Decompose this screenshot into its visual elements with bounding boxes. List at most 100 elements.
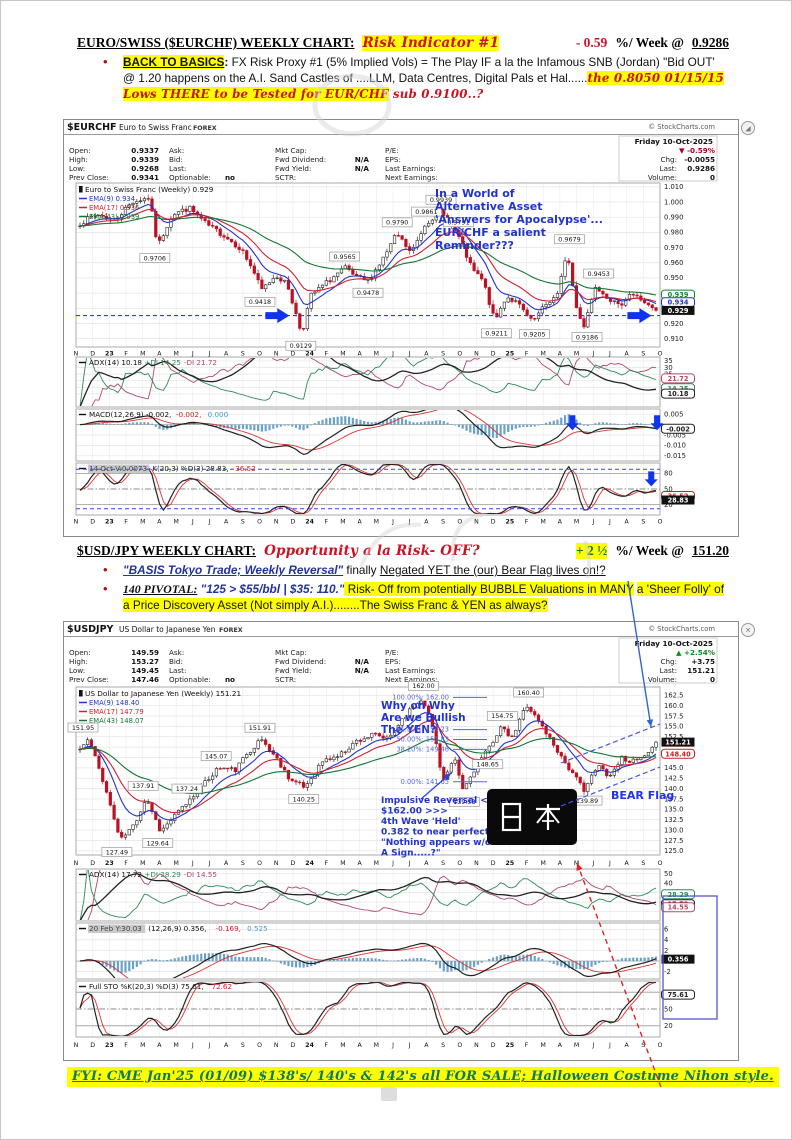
svg-text:24: 24 [305,351,314,358]
eurchf-bullet: • BACK TO BASICS: FX Risk Proxy #1 (5% I… [65,54,743,102]
svg-text:M: M [340,860,345,867]
svg-text:10.18: 10.18 [668,390,689,398]
svg-text:N/A: N/A [355,155,370,164]
svg-text:ADX(14) 10.18: ADX(14) 10.18 [89,358,142,367]
svg-text:0.9861: 0.9861 [415,208,437,216]
svg-text:Friday 10-Oct-2025: Friday 10-Oct-2025 [635,639,713,648]
svg-text:137.5: 137.5 [664,795,683,803]
svg-text:M: M [140,1042,145,1049]
svg-text:Open:: Open: [69,648,91,657]
svg-text:-0.0055: -0.0055 [684,155,715,164]
svg-text:M: M [574,1042,579,1049]
svg-text:✕: ✕ [745,627,751,635]
svg-text:0.00%: 141.65: 0.00%: 141.65 [401,778,449,786]
svg-text:J: J [408,1042,411,1049]
usdjpy-title: $USD/JPY WEEKLY CHART: [77,543,257,558]
svg-text:Prev Close:: Prev Close: [69,173,109,182]
svg-text:J: J [608,519,611,526]
svg-text:EMA(43) 148.07: EMA(43) 148.07 [89,717,144,725]
svg-text:N: N [274,860,279,867]
eurchf-bullet-body: FX Risk Proxy #1 (5% Implied Vols) = The… [123,55,715,85]
svg-text:A: A [424,519,429,526]
svg-text:-DI 14.55: -DI 14.55 [184,870,217,879]
svg-text:0.9286: 0.9286 [687,164,715,173]
svg-text:D: D [491,519,496,526]
svg-text:D: D [291,519,296,526]
svg-text:M: M [173,351,178,358]
svg-text:F: F [124,1042,128,1049]
svg-text:EPS:: EPS: [385,155,401,164]
svg-text:M: M [374,860,379,867]
svg-text:N: N [74,519,79,526]
svg-text:25: 25 [506,860,515,867]
svg-text:148.65: 148.65 [477,761,499,769]
svg-text:US Dollar to Japanese Yen (Wee: US Dollar to Japanese Yen (Weekly) 151.2… [85,689,241,698]
svg-text:In a World of: In a World of [435,187,515,200]
svg-text:M: M [173,1042,178,1049]
svg-text:0.9790: 0.9790 [386,219,408,227]
svg-text:Last:: Last: [169,666,186,675]
svg-text:D: D [90,519,95,526]
svg-text:Low:: Low: [69,164,85,173]
svg-text:J: J [408,351,411,358]
svg-text:0.9211: 0.9211 [485,330,507,338]
svg-text:D: D [491,1042,496,1049]
svg-text:A: A [157,351,162,358]
svg-text:24: 24 [305,860,314,867]
svg-text:'Answers for Apocalypse'...: 'Answers for Apocalypse'... [435,213,603,226]
svg-text:N: N [474,1042,479,1049]
svg-text:-DI 21.72: -DI 21.72 [184,358,217,367]
svg-text:-2: -2 [664,968,671,976]
svg-text:S: S [441,860,445,867]
svg-text:0.9478: 0.9478 [357,289,379,297]
eurchf-week-price: 0.9286 [691,35,729,50]
svg-text:N/A: N/A [355,657,370,666]
svg-text:O: O [457,519,462,526]
svg-text:S: S [441,351,445,358]
svg-text:D: D [291,351,296,358]
svg-text:-0.002,: -0.002, [176,410,201,419]
svg-text:EMA(9) 148.40: EMA(9) 148.40 [89,699,139,707]
svg-text:0.960: 0.960 [664,259,683,267]
svg-text:Next Earnings:: Next Earnings: [385,173,438,182]
svg-text:Low:: Low: [69,666,85,675]
pivotal-quote: "125 > $55/bbl | $35: 110." [197,582,345,596]
svg-text:0: 0 [710,675,715,684]
svg-text:0.9565: 0.9565 [333,253,355,261]
svg-text:J: J [191,351,194,358]
svg-text:100.00%: 162.00: 100.00%: 162.00 [392,693,449,701]
svg-text:154.75: 154.75 [491,712,513,720]
svg-text:Prev Close:: Prev Close: [69,675,109,684]
svg-text:FOREX: FOREX [193,125,217,132]
svg-text:J: J [608,1042,611,1049]
svg-text:SCTR:: SCTR: [275,173,296,182]
svg-text:P/E:: P/E: [385,146,399,155]
svg-text:M: M [140,860,145,867]
svg-text:25: 25 [506,351,515,358]
svg-text:0.9791: 0.9791 [447,219,469,227]
svg-text:Mkt Cap:: Mkt Cap: [275,146,307,155]
svg-text:139.89: 139.89 [576,797,598,805]
risk-indicator-label: Risk Indicator #1 [362,35,500,51]
svg-text:0.9268: 0.9268 [131,164,159,173]
usdjpy-bullet-2: • 140 PIVOTAL: "125 > $55/bbl | $35: 110… [65,581,743,613]
svg-text:35: 35 [664,357,673,365]
svg-text:F: F [124,860,128,867]
svg-text:Are we Bullish: Are we Bullish [381,712,466,724]
svg-text:145.07: 145.07 [205,752,227,760]
svg-text:50: 50 [664,485,673,493]
svg-text:23: 23 [105,860,114,867]
svg-text:14.55: 14.55 [668,904,689,912]
svg-text:23: 23 [105,351,114,358]
svg-text:A: A [625,351,630,358]
svg-text:24: 24 [305,1042,314,1049]
svg-text:0.005: 0.005 [664,411,683,419]
svg-text:J: J [191,860,194,867]
svg-text:O: O [457,351,462,358]
svg-text:N/A: N/A [355,666,370,675]
bullet-dot: • [103,562,108,577]
svg-text:N: N [274,1042,279,1049]
svg-text:F: F [124,519,128,526]
colon: : [224,55,229,69]
svg-text:J: J [208,519,211,526]
